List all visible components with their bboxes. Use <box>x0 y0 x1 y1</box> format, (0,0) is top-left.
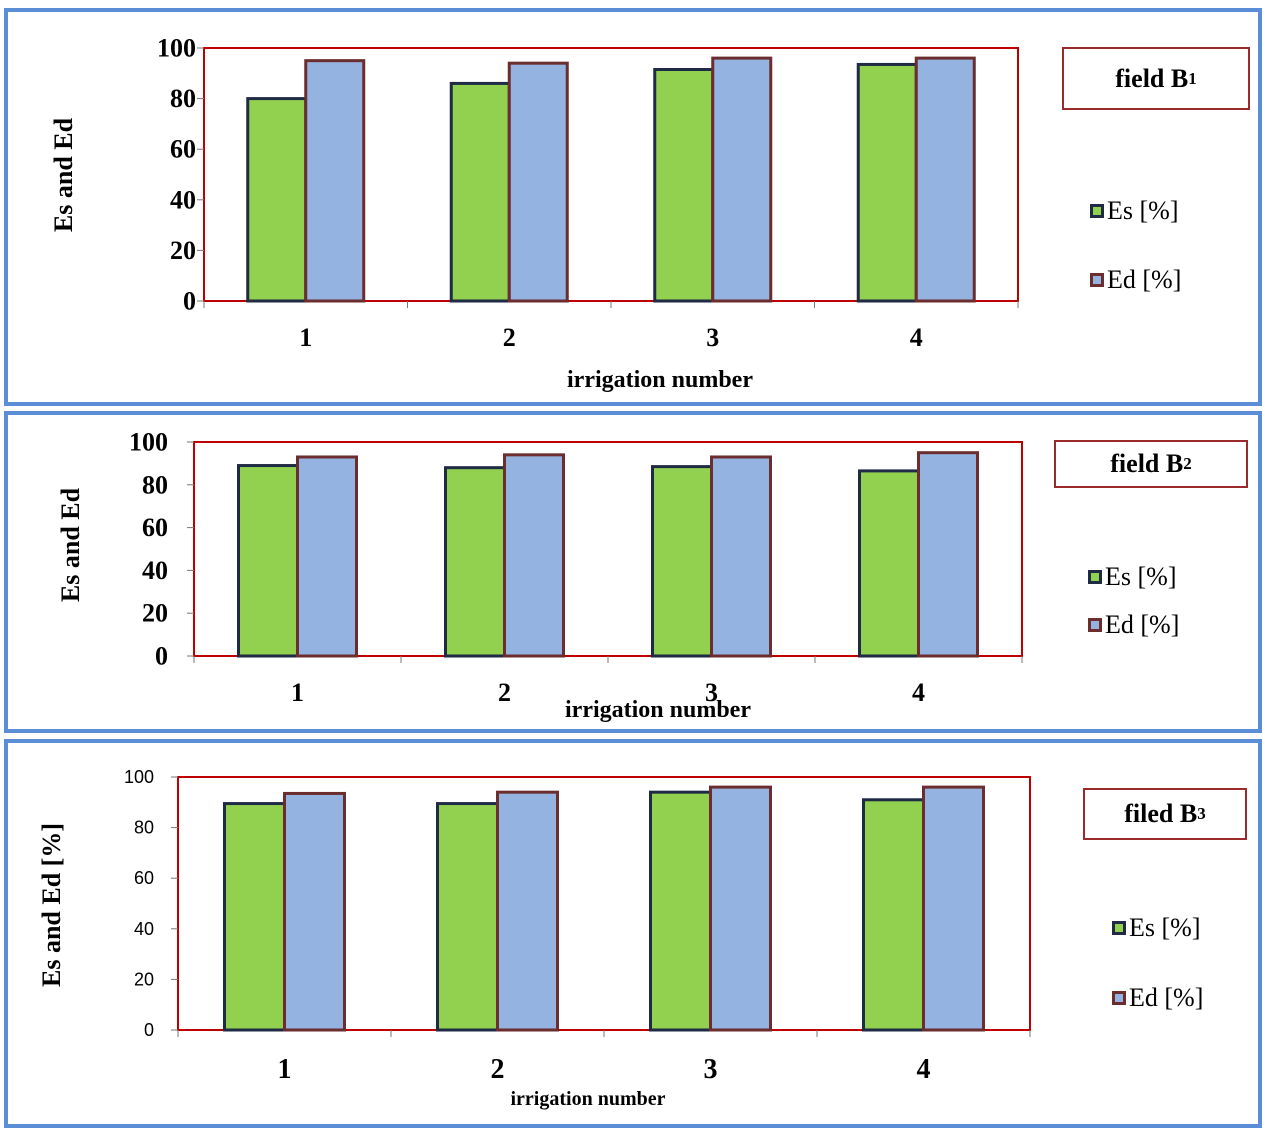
legend-item-es: Es [%] <box>1090 196 1178 226</box>
y-tick-label: 40 <box>170 185 196 214</box>
y-tick-label: 80 <box>134 818 154 838</box>
bar-ed <box>304 59 366 303</box>
x-category-label: 4 <box>917 1054 931 1085</box>
bar-ed <box>296 455 358 658</box>
y-tick-label: 0 <box>144 1020 154 1040</box>
y-tick-label: 80 <box>142 470 168 499</box>
x-axis-label: irrigation number <box>511 1088 666 1110</box>
y-tick-label: 0 <box>155 642 168 671</box>
y-tick-label: 20 <box>142 599 168 628</box>
bar-ed <box>711 56 773 303</box>
legend-swatch-es <box>1112 921 1126 935</box>
legend-item-ed: Ed [%] <box>1112 983 1203 1013</box>
bar-ed <box>507 61 569 303</box>
y-tick-label: 100 <box>129 428 168 457</box>
x-axis-label: irrigation number <box>565 697 751 723</box>
y-tick-label: 60 <box>134 868 154 888</box>
bar-ed <box>503 453 565 658</box>
chart-title-subscript: 3 <box>1197 804 1206 823</box>
x-category-label: 2 <box>491 1054 505 1085</box>
chart-panel-b3: 0 20 40 60 80 100 1 2 3 4 irrigation number Es and … <box>4 739 1262 1128</box>
y-tick-label: 80 <box>170 84 196 113</box>
chart-title-subscript: 2 <box>1183 454 1192 473</box>
y-tick-label: 40 <box>134 919 154 939</box>
y-tick-label: 40 <box>142 556 168 585</box>
legend-label-ed: Ed [%] <box>1105 610 1180 639</box>
chart-svg-b1: 0 20 40 60 80 100 1 2 3 4 irrigation number Es and … <box>49 34 1019 393</box>
legend-item-es: Es [%] <box>1112 913 1200 943</box>
y-tick-label: 100 <box>157 34 196 63</box>
legend-label-ed: Ed [%] <box>1107 265 1182 294</box>
bar-ed <box>709 785 772 1032</box>
x-category-label: 3 <box>706 323 719 352</box>
chart-panel-b1: 0 20 40 60 80 100 1 2 3 4 irrigation number Es and … <box>4 8 1262 406</box>
x-axis-label: irrigation number <box>567 367 753 393</box>
x-category-label: 2 <box>498 678 511 707</box>
y-tick-label: 100 <box>124 767 154 787</box>
y-axis-label: Es and Ed [%] <box>37 823 66 987</box>
bar-ed <box>917 451 979 658</box>
x-category-label: 4 <box>912 678 925 707</box>
y-tick-label: 20 <box>134 969 154 989</box>
chart-svg-b3: 0 20 40 60 80 100 1 2 3 4 irrigation number Es and … <box>37 767 1031 1110</box>
legend-swatch-ed <box>1088 618 1102 632</box>
bar-ed <box>710 455 772 658</box>
x-category-label: 1 <box>299 323 312 352</box>
x-category-label: 1 <box>291 678 304 707</box>
x-category-label: 3 <box>705 678 718 707</box>
bar-es <box>856 62 918 303</box>
bar-es <box>246 97 308 303</box>
bar-es <box>436 802 499 1032</box>
x-category-label: 2 <box>503 323 516 352</box>
y-axis-label: Es and Ed <box>56 487 85 602</box>
bar-es <box>653 68 715 303</box>
y-tick-label: 20 <box>170 236 196 265</box>
y-tick-label: 60 <box>170 135 196 164</box>
legend-swatch-es <box>1090 204 1104 218</box>
chart-title: filed B <box>1124 799 1198 828</box>
legend-swatch-ed <box>1090 273 1104 287</box>
bar-es <box>223 802 286 1032</box>
bar-es <box>862 798 925 1032</box>
chart-panel-b2: 0 20 40 60 80 100 1 2 3 4 irrigation number Es and … <box>4 411 1262 733</box>
bar-es <box>449 81 511 303</box>
bar-ed <box>914 56 976 303</box>
chart-title-subscript: 1 <box>1188 68 1197 88</box>
bar-ed <box>496 790 559 1032</box>
chart-title: field B <box>1110 449 1184 478</box>
chart-title: field B <box>1115 63 1189 93</box>
y-axis-label: Es and Ed <box>49 117 78 232</box>
x-category-label: 3 <box>704 1054 718 1085</box>
bar-es <box>651 465 713 658</box>
legend-label-es: Es [%] <box>1105 562 1177 591</box>
bar-es <box>237 464 299 658</box>
chart-svg-b2: 0 20 40 60 80 100 1 2 3 4 irrigation number Es and … <box>56 428 1023 723</box>
y-tick-label: 0 <box>183 287 196 316</box>
legend-label-es: Es [%] <box>1107 196 1179 225</box>
x-category-label: 4 <box>910 323 923 352</box>
bar-es <box>444 466 506 658</box>
legend-item-ed: Ed [%] <box>1088 610 1179 640</box>
x-category-label: 1 <box>278 1054 292 1085</box>
bar-ed <box>922 785 985 1032</box>
bar-es <box>858 469 920 658</box>
y-tick-label: 60 <box>142 513 168 542</box>
legend-label-es: Es [%] <box>1129 913 1201 942</box>
bar-es <box>649 790 712 1032</box>
legend-item-es: Es [%] <box>1088 562 1176 592</box>
legend-swatch-ed <box>1112 991 1126 1005</box>
legend-label-ed: Ed [%] <box>1129 983 1204 1012</box>
bar-ed <box>283 791 346 1032</box>
legend-item-ed: Ed [%] <box>1090 265 1181 295</box>
legend-swatch-es <box>1088 570 1102 584</box>
